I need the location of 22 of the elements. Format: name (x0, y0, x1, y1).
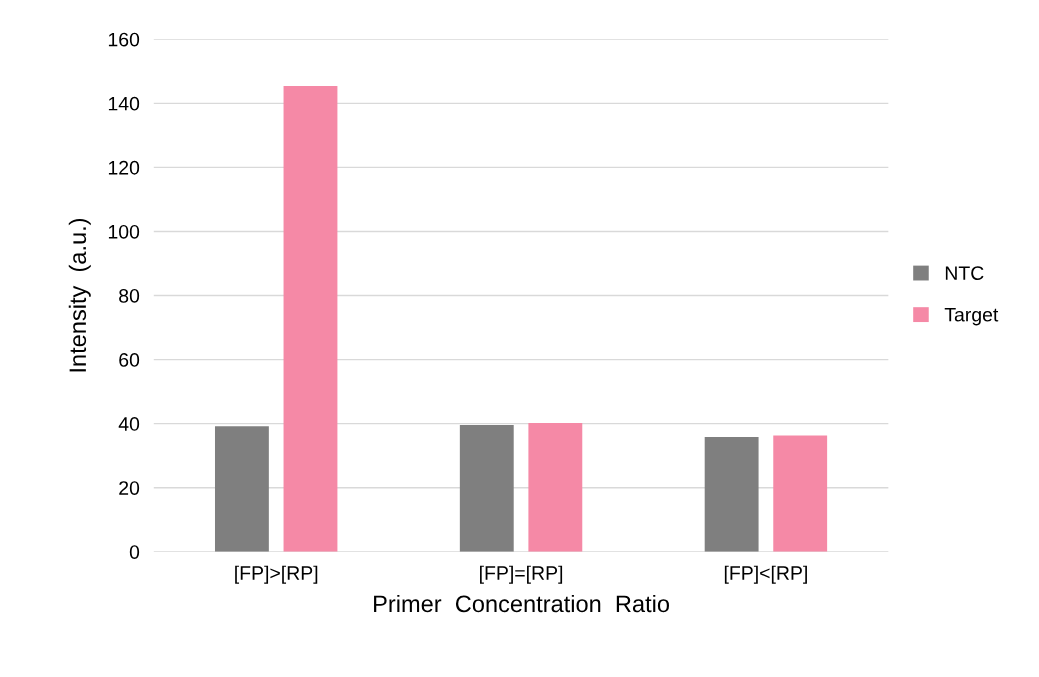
legend-label: NTC (945, 266, 984, 280)
y-tick-label: 60 (119, 353, 140, 367)
bar (459, 424, 514, 552)
y-axis-title: Intensity (a.u.) (68, 218, 91, 372)
bar (704, 437, 759, 552)
legend-label: Target (944, 307, 999, 326)
y-tick-label: 140 (108, 96, 140, 111)
bar (528, 422, 583, 552)
y-tick-label: 100 (108, 224, 140, 239)
bar (283, 86, 338, 552)
y-tick-label: 120 (108, 160, 140, 175)
y-tick-label: 20 (119, 481, 140, 495)
y-tick-label: 0 (129, 545, 140, 559)
y-tick-label: 80 (119, 288, 140, 303)
y-tick-label: 40 (118, 417, 140, 431)
y-tick-label: 160 (108, 32, 140, 47)
x-tick-label: [FP]<[RP] (724, 565, 807, 584)
x-tick-label: [FP]>[RP] (235, 565, 318, 584)
x-axis-title: Primer Concentration Ratio (374, 594, 670, 613)
bar (214, 426, 269, 552)
x-tick-label: [FP]=[RP] (480, 565, 563, 584)
bar (773, 435, 828, 552)
